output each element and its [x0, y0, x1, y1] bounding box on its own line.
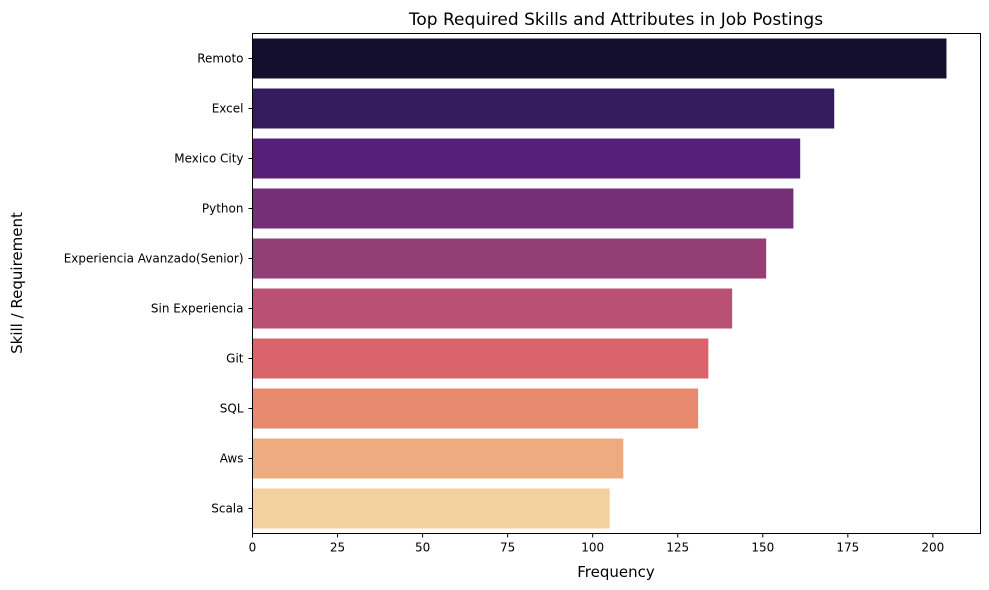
- chart-title: Top Required Skills and Attributes in Jo…: [408, 10, 823, 30]
- bar: [252, 88, 835, 129]
- y-tick-label: Excel: [212, 102, 244, 116]
- bars: [252, 38, 947, 529]
- y-tick-label: Scala: [211, 502, 243, 516]
- bar: [252, 38, 947, 79]
- x-tick-label: 150: [751, 541, 774, 555]
- bar: [252, 488, 610, 529]
- x-tick-label: 200: [921, 541, 944, 555]
- bar: [252, 338, 709, 379]
- y-tick-label: Sin Experiencia: [151, 302, 244, 316]
- x-tick-label: 175: [836, 541, 859, 555]
- y-tick-label: Remoto: [197, 52, 243, 66]
- bar: [252, 188, 794, 229]
- bar: [252, 138, 801, 179]
- y-axis-ticks: Remoto Excel Mexico City Python Experiencia …: [64, 52, 253, 516]
- y-tick-label: Python: [202, 202, 244, 216]
- x-axis-ticks: 0 25 50 75 100 125 150 175 200: [249, 533, 944, 555]
- bar: [252, 388, 699, 429]
- y-tick-label: Experiencia Avanzado(Senior): [64, 252, 244, 266]
- x-tick-label: 0: [249, 541, 257, 555]
- x-tick-label: 125: [666, 541, 689, 555]
- bar: [252, 438, 624, 479]
- plot-frame: [252, 33, 981, 534]
- x-tick-label: 25: [330, 541, 345, 555]
- bar: [252, 238, 767, 279]
- y-tick-label: Mexico City: [174, 152, 243, 166]
- y-tick-label: Aws: [220, 452, 244, 466]
- y-tick-label: SQL: [220, 402, 244, 416]
- x-tick-label: 50: [415, 541, 430, 555]
- x-axis-title: Frequency: [577, 563, 655, 581]
- x-tick-label: 75: [500, 541, 515, 555]
- x-tick-label: 100: [581, 541, 604, 555]
- y-axis-title: Skill / Requirement: [8, 212, 26, 354]
- y-tick-label: Git: [226, 352, 244, 366]
- bar: [252, 288, 733, 329]
